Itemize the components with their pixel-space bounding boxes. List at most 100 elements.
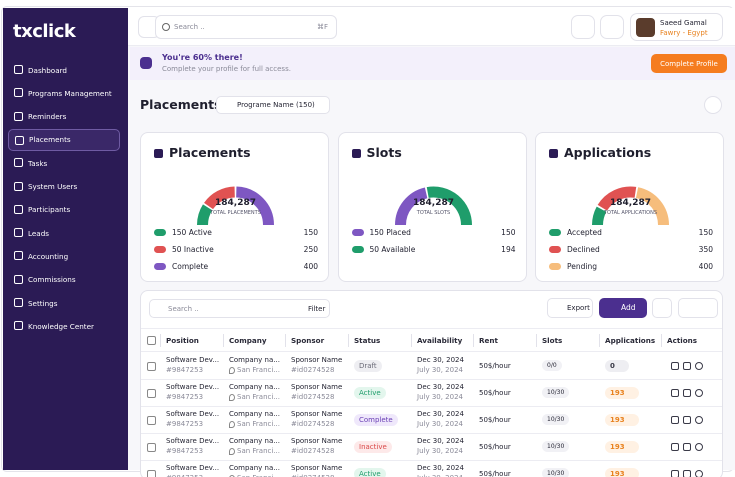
action-icon[interactable]	[671, 470, 679, 477]
action-icon[interactable]	[671, 443, 679, 451]
status-badge[interactable]: Draft	[354, 360, 382, 372]
legend-value: 194	[501, 245, 516, 254]
slots-badge: 0/0	[542, 360, 562, 371]
card-icon	[154, 149, 163, 158]
status-badge[interactable]: Active	[354, 387, 386, 399]
action-icon[interactable]	[695, 362, 703, 370]
user-menu[interactable]: Saeed Gamal Fawry - Egypt	[630, 13, 723, 41]
column-header[interactable]: Sponsor	[291, 336, 325, 345]
nav-item[interactable]: Reminders	[8, 106, 120, 128]
nav-item[interactable]: Leads	[8, 222, 120, 244]
apps-button[interactable]	[571, 15, 595, 39]
nav-item[interactable]: Accounting	[8, 245, 120, 267]
card-title: Slots	[366, 145, 402, 160]
sponsor-sub: #id0274528	[291, 366, 335, 374]
legend-swatch	[154, 229, 166, 236]
applications-badge[interactable]: 193	[605, 441, 639, 453]
settings-button[interactable]	[652, 298, 672, 318]
action-icon[interactable]	[695, 416, 703, 424]
nav-item[interactable]: Tasks	[8, 152, 120, 174]
action-icon[interactable]	[683, 416, 691, 424]
legend-label: 150 Placed	[369, 228, 411, 237]
column-header[interactable]: Actions	[667, 336, 698, 345]
column-header[interactable]: Company	[229, 336, 267, 345]
action-icon[interactable]	[683, 389, 691, 397]
nav-item[interactable]: Commissions	[8, 269, 120, 291]
action-icon[interactable]	[695, 470, 703, 477]
position-sub: #9847253	[166, 474, 203, 477]
applications-badge[interactable]: 0	[605, 360, 629, 372]
stat-card: Placements 184,287 TOTAL PLACEMENTS 150 Act…	[140, 132, 329, 282]
action-icon[interactable]	[671, 362, 679, 370]
action-icon[interactable]	[671, 389, 679, 397]
position: Software Dev...	[166, 464, 220, 472]
collapse-button[interactable]	[704, 96, 722, 114]
legend-swatch	[351, 229, 364, 236]
column-header[interactable]: Availability	[417, 336, 463, 345]
gauge-segment	[235, 186, 274, 226]
nav-item[interactable]: Settings	[8, 292, 120, 314]
action-icon[interactable]	[671, 416, 679, 424]
action-icon[interactable]	[695, 443, 703, 451]
gauge-segment	[635, 187, 669, 226]
applications-badge[interactable]: 193	[605, 414, 639, 426]
status-badge[interactable]: Inactive	[354, 441, 392, 453]
column-header[interactable]: Applications	[605, 336, 656, 345]
row-checkbox[interactable]	[147, 470, 156, 477]
legend-value: 350	[698, 245, 713, 254]
row-checkbox[interactable]	[147, 362, 156, 371]
main: Search .. ⌘F Saeed Gamal Fawry - Egypt Y…	[128, 8, 735, 477]
company-sub: San Franci...	[237, 447, 280, 455]
legend-value: 400	[698, 262, 713, 271]
row-checkbox[interactable]	[147, 443, 156, 452]
status-badge[interactable]: Complete	[354, 414, 398, 426]
table-search[interactable]: Search .. Filter	[149, 299, 330, 318]
gauge: 184,287 TOTAL APPLICATIONS	[592, 186, 669, 226]
gauge-segment	[394, 187, 428, 226]
nav-item[interactable]: Dashboard	[8, 59, 120, 81]
column-header[interactable]: Status	[354, 336, 381, 345]
brand-logo[interactable]: txclick	[13, 21, 76, 42]
view-toggle[interactable]	[678, 298, 718, 318]
topbar: Search .. ⌘F Saeed Gamal Fawry - Egypt	[128, 8, 735, 46]
complete-profile-button[interactable]: Complete Profile	[651, 54, 727, 73]
action-icon[interactable]	[695, 389, 703, 397]
search-placeholder: Search ..	[174, 23, 205, 31]
legend-value: 250	[303, 245, 318, 254]
nav-item[interactable]: Programs Management	[8, 82, 120, 104]
table-header: Position Company Sponsor Status Availability…	[141, 328, 722, 352]
row-checkbox[interactable]	[147, 389, 156, 398]
legend-label: 50 Inactive	[172, 245, 214, 254]
applications-badge[interactable]: 193	[605, 468, 639, 477]
company-sub: San Franci...	[237, 420, 280, 428]
gauge-total-label: TOTAL PLACEMENTS	[209, 210, 261, 216]
column-divider	[160, 334, 161, 347]
export-button[interactable]: Export	[547, 298, 593, 318]
action-icon[interactable]	[683, 470, 691, 477]
applications-badge[interactable]: 193	[605, 387, 639, 399]
legend-label: Declined	[567, 245, 600, 254]
program-filter[interactable]: Programe Name (150)	[216, 96, 330, 114]
column-header[interactable]: Position	[166, 336, 199, 345]
add-button[interactable]: Add	[599, 298, 647, 318]
gauge-segment	[597, 186, 637, 211]
action-icon[interactable]	[683, 443, 691, 451]
slots-badge: 10/30	[542, 468, 570, 477]
nav-icon	[14, 321, 23, 331]
select-all-checkbox[interactable]	[147, 336, 156, 345]
table-row: Software Dev... #9847253 Company na... San …	[141, 407, 722, 434]
search-box[interactable]: Search .. ⌘F	[155, 15, 337, 39]
filter-button[interactable]: Filter	[308, 305, 326, 313]
nav-item[interactable]: System Users	[8, 176, 120, 198]
nav-item[interactable]: Knowledge Center	[8, 315, 120, 337]
column-header[interactable]: Slots	[542, 336, 563, 345]
action-icon[interactable]	[683, 362, 691, 370]
table-search-placeholder: Search ..	[168, 305, 199, 313]
status-badge[interactable]: Active	[354, 468, 386, 477]
nav-icon	[14, 181, 23, 191]
row-checkbox[interactable]	[147, 416, 156, 425]
column-header[interactable]: Rent	[479, 336, 498, 345]
nav-item[interactable]: Placements	[8, 128, 120, 151]
nav-item[interactable]: Participants	[8, 199, 120, 221]
notifications-button[interactable]	[600, 15, 624, 39]
